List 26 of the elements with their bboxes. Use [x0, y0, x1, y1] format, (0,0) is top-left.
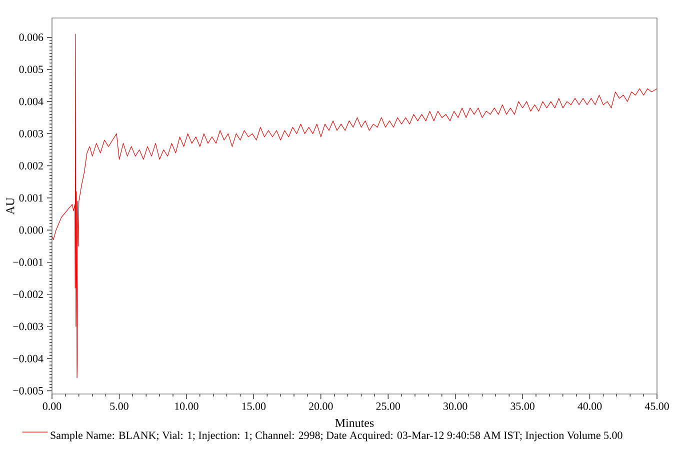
x-tick-label: 45.00: [644, 402, 669, 410]
y-tick-label: −0.004: [13, 354, 44, 362]
x-tick-label: 25.00: [376, 402, 400, 410]
x-axis-title: Minutes: [335, 418, 374, 427]
x-tick-label: 15.00: [242, 402, 266, 410]
x-tick-label: 5.00: [110, 402, 128, 410]
line-series: [52, 34, 657, 378]
x-tick-label: 40.00: [578, 402, 602, 410]
y-tick-label: −0.005: [13, 387, 44, 395]
y-tick-label: −0.002: [13, 290, 43, 298]
y-tick-label: 0.003: [19, 130, 44, 138]
x-tick-label: 10.00: [175, 402, 198, 410]
x-tick-label: 0.00: [42, 402, 62, 410]
x-tick-label: 20.00: [309, 402, 333, 410]
legend-label: Sample Name: BLANK; Vial: 1; Injection: 1; Channel: 2998; Date Acquired: 03-Mar-12 9:40:58 AM IST; Injection Volume 5.00: [50, 431, 622, 442]
y-tick-label: 0.001: [19, 194, 43, 202]
y-tick-label: −0.001: [13, 258, 43, 266]
y-axis-title: AU: [6, 198, 14, 215]
x-tick-label: 35.00: [510, 402, 534, 410]
y-tick-label: 0.005: [19, 66, 44, 74]
y-tick-label: 0.002: [19, 162, 43, 170]
y-tick-label: 0.006: [19, 34, 44, 41]
x-tick-label: 30.00: [444, 402, 468, 410]
y-tick-label: −0.003: [13, 322, 44, 330]
y-tick-label: 0.000: [19, 226, 44, 234]
y-tick-label: 0.004: [19, 98, 44, 106]
